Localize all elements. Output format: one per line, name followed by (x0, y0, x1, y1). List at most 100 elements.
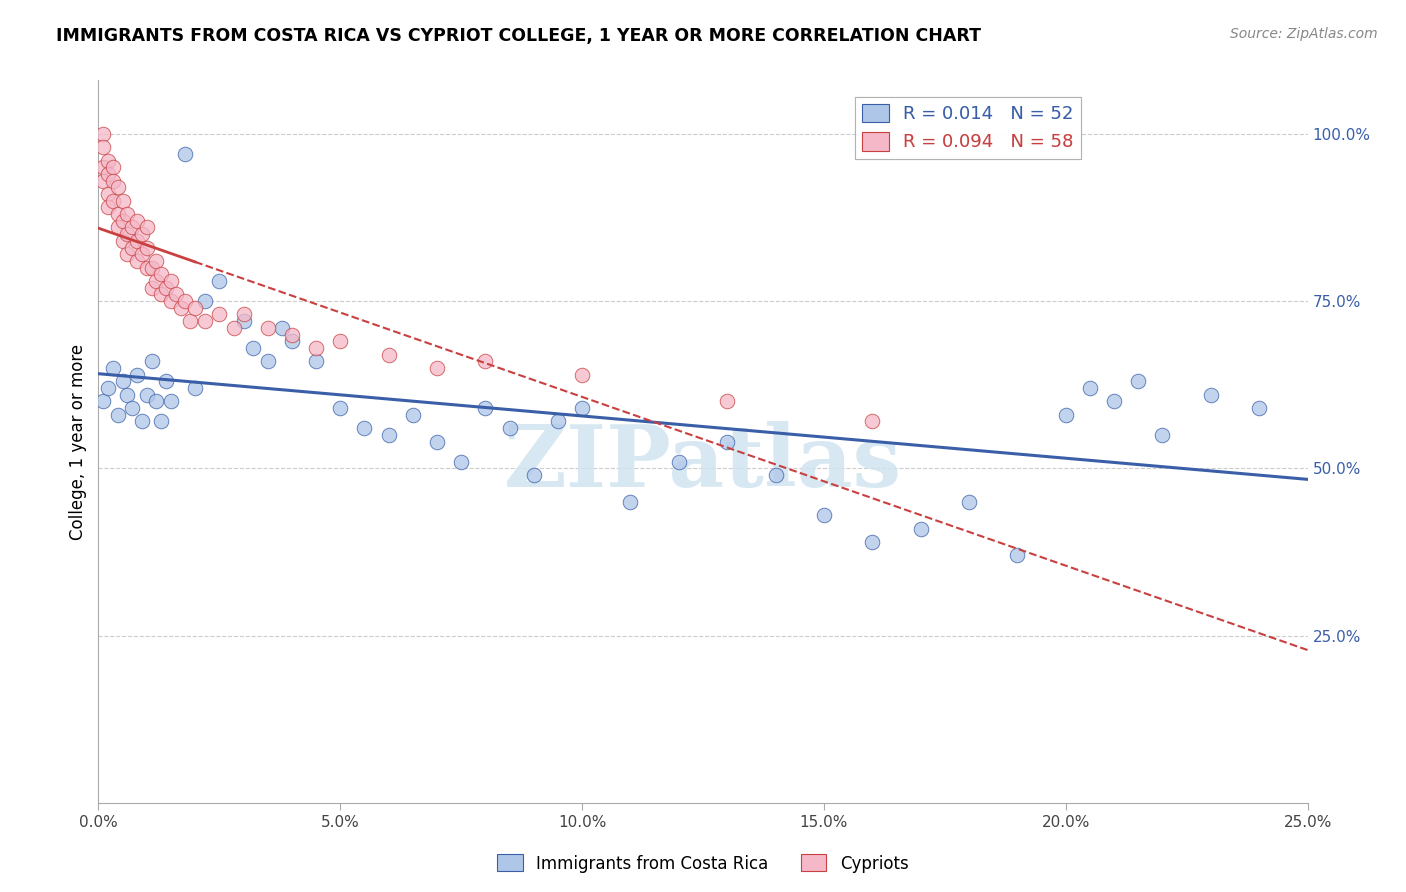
Point (150, 268, 173, 282)
Point (91, 173, 114, 188)
Point (97, 167, 120, 181)
Point (426, 361, 449, 376)
Text: IMMIGRANTS FROM COSTA RICA VS CYPRIOT COLLEGE, 1 YEAR OR MORE CORRELATION CHART: IMMIGRANTS FROM COSTA RICA VS CYPRIOT CO… (56, 27, 981, 45)
Point (668, 455, 690, 469)
Point (174, 294, 197, 309)
Point (450, 455, 472, 469)
Point (91, 127, 114, 141)
Point (141, 354, 163, 368)
Point (716, 394, 738, 409)
Point (716, 434, 738, 449)
Point (281, 327, 304, 342)
Point (121, 241, 143, 255)
Point (127, 234, 149, 248)
Point (141, 281, 163, 295)
Point (1199, 387, 1222, 401)
Point (127, 214, 149, 228)
Point (179, 314, 201, 328)
Point (208, 274, 231, 288)
Point (135, 241, 157, 255)
Point (281, 334, 304, 349)
Point (523, 467, 546, 482)
Point (107, 180, 129, 194)
Point (165, 287, 187, 301)
Point (150, 414, 173, 429)
Legend: Immigrants from Costa Rica, Cypriots: Immigrants from Costa Rica, Cypriots (491, 847, 915, 880)
Point (329, 334, 352, 349)
Point (256, 321, 278, 335)
Point (121, 220, 143, 235)
Point (155, 375, 177, 389)
Point (150, 287, 173, 301)
Point (1249, 401, 1271, 416)
Point (957, 494, 980, 508)
Point (169, 301, 191, 315)
Point (271, 321, 294, 335)
Point (91, 394, 114, 409)
Point (377, 427, 399, 442)
Point (329, 401, 352, 416)
Point (131, 227, 153, 242)
Point (97, 381, 120, 395)
Point (101, 161, 124, 175)
Point (242, 341, 264, 355)
Point (194, 314, 217, 328)
Point (377, 348, 399, 362)
Point (160, 294, 183, 309)
Point (97, 153, 120, 168)
Point (101, 361, 124, 376)
Point (141, 260, 163, 275)
Point (107, 220, 129, 235)
Point (860, 414, 883, 429)
Point (101, 173, 124, 188)
Point (813, 508, 835, 523)
Point (402, 408, 425, 422)
Text: ZIPatlas: ZIPatlas (503, 421, 903, 505)
Point (305, 341, 328, 355)
Point (174, 147, 197, 161)
Point (117, 247, 139, 261)
Point (1128, 375, 1150, 389)
Point (101, 194, 124, 208)
Point (571, 368, 593, 382)
Point (474, 354, 496, 368)
Point (184, 381, 207, 395)
Point (208, 307, 231, 322)
Point (305, 354, 328, 368)
Point (256, 354, 278, 368)
Point (91, 161, 114, 175)
Point (222, 321, 245, 335)
Point (145, 254, 167, 268)
Point (97, 201, 120, 215)
Point (117, 387, 139, 401)
Point (117, 227, 139, 242)
Point (1054, 408, 1077, 422)
Point (860, 534, 883, 549)
Point (145, 274, 167, 288)
Point (194, 294, 217, 309)
Point (127, 254, 149, 268)
Point (107, 408, 129, 422)
Point (765, 467, 787, 482)
Point (1102, 394, 1125, 409)
Point (131, 247, 153, 261)
Point (91, 140, 114, 154)
Point (571, 401, 593, 416)
Point (184, 301, 207, 315)
Point (498, 421, 520, 435)
Point (97, 187, 120, 202)
Point (160, 394, 183, 409)
Point (117, 207, 139, 221)
Point (1152, 427, 1174, 442)
Point (619, 494, 641, 508)
Point (131, 414, 153, 429)
Point (121, 401, 143, 416)
Point (547, 414, 569, 429)
Point (135, 220, 157, 235)
Y-axis label: College, 1 year or more: College, 1 year or more (69, 343, 87, 540)
Point (111, 375, 134, 389)
Point (474, 401, 496, 416)
Point (107, 207, 129, 221)
Point (155, 281, 177, 295)
Point (111, 214, 134, 228)
